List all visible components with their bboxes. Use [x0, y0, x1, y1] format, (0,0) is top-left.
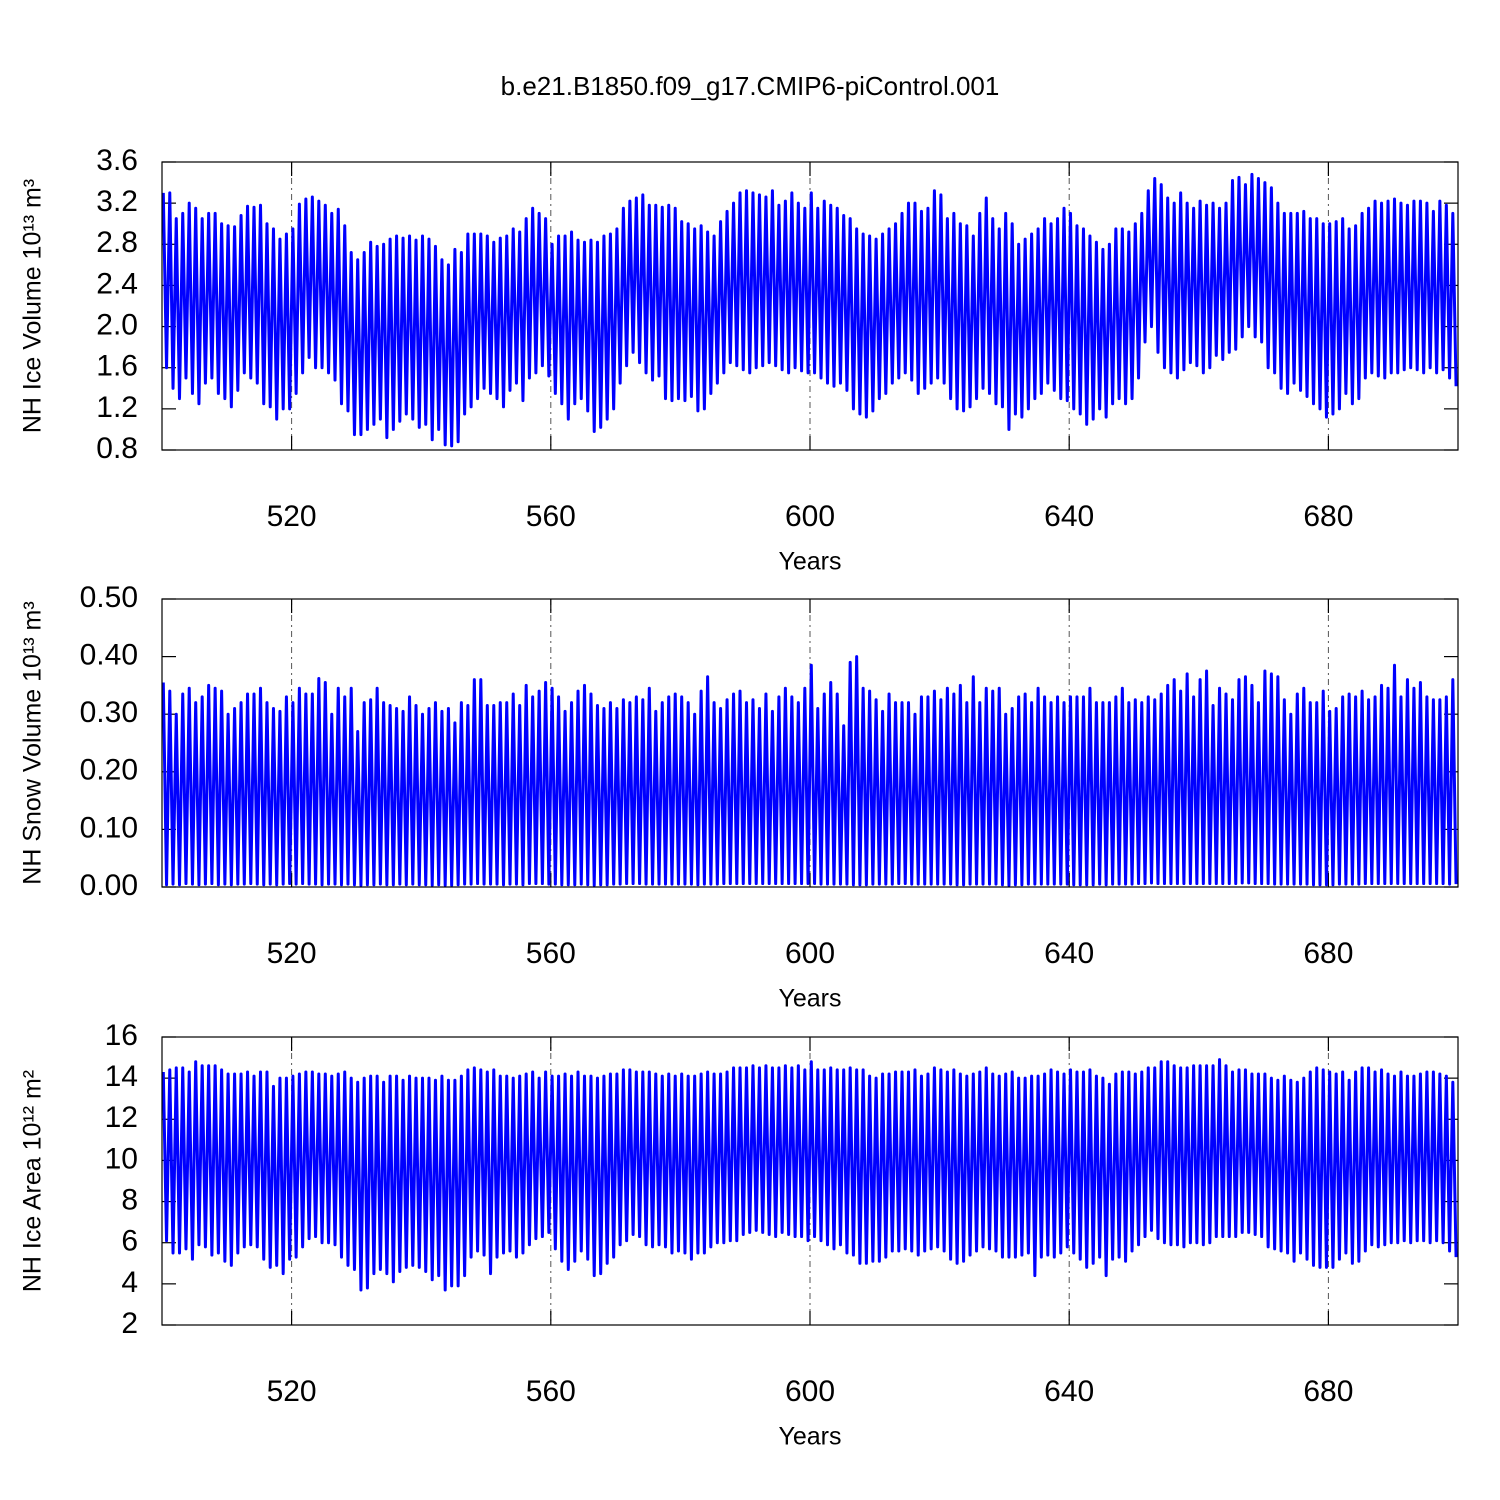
x-tick-label: 640	[1044, 500, 1094, 533]
y-tick-label: 16	[105, 1019, 138, 1052]
plot-frame	[161, 1036, 1459, 1326]
data-line	[161, 655, 1458, 887]
y-axis-title: NH Ice Volume 10¹³ m³	[19, 179, 47, 433]
y-tick-label: 0.40	[80, 639, 138, 672]
plot-frame	[161, 598, 1459, 888]
y-tick-label: 0.00	[80, 869, 138, 902]
x-tick-label: 680	[1303, 937, 1353, 970]
y-tick-label: 3.2	[96, 185, 138, 218]
y-tick-label: 0.8	[96, 432, 138, 465]
y-tick-label: 12	[105, 1101, 138, 1134]
y-tick-label: 10	[105, 1142, 138, 1175]
panel: 520 560 600 640 680 0.8 1.2 1.6 2.0 2.4 2.8 3.2 3.6 Y…	[19, 144, 1459, 576]
x-tick-label: 600	[785, 500, 835, 533]
y-tick-label: 0.30	[80, 696, 138, 729]
x-tick-label: 560	[526, 937, 576, 970]
x-tick-label: 600	[785, 937, 835, 970]
data-line	[161, 172, 1458, 448]
data-line	[161, 1058, 1458, 1292]
y-tick-label: 0.20	[80, 754, 138, 787]
x-tick-label: 520	[267, 1375, 317, 1408]
x-tick-label: 520	[267, 937, 317, 970]
x-tick-label: 600	[785, 1375, 835, 1408]
y-tick-label: 2.8	[96, 226, 138, 259]
x-tick-label: 680	[1303, 1375, 1353, 1408]
y-tick-label: 1.2	[96, 391, 138, 424]
x-axis-title: Years	[778, 985, 841, 1013]
x-axis-title: Years	[778, 1423, 841, 1451]
y-tick-label: 4	[121, 1266, 138, 1299]
x-tick-label: 680	[1303, 500, 1353, 533]
y-tick-label: 14	[105, 1060, 138, 1093]
y-tick-label: 6	[121, 1225, 138, 1258]
y-tick-label: 0.10	[80, 811, 138, 844]
y-tick-label: 8	[121, 1183, 138, 1216]
y-axis-title: NH Snow Volume 10¹³ m³	[19, 601, 47, 884]
panel: 520 560 600 640 680 0.00 0.10 0.20 0.30 0.40 0.50 Y…	[19, 581, 1459, 1013]
x-tick-label: 640	[1044, 1375, 1094, 1408]
x-tick-label: 560	[526, 1375, 576, 1408]
y-tick-label: 0.50	[80, 581, 138, 614]
plot-frame	[161, 161, 1459, 451]
y-tick-label: 2	[121, 1307, 138, 1340]
y-tick-label: 3.6	[96, 144, 138, 177]
y-axis-title: NH Ice Area 10¹² m²	[19, 1070, 47, 1292]
x-tick-label: 520	[267, 500, 317, 533]
panel: 520 560 600 640 680 2 4 6 8 10 12 14 16 Years NH Ice A…	[19, 1019, 1459, 1451]
y-tick-label: 2.4	[96, 267, 138, 300]
x-tick-label: 640	[1044, 937, 1094, 970]
x-axis-title: Years	[778, 548, 841, 576]
figure-title: b.e21.B1850.f09_g17.CMIP6-piControl.001	[501, 71, 1000, 101]
y-tick-label: 1.6	[96, 350, 138, 383]
y-tick-label: 2.0	[96, 308, 138, 341]
x-tick-label: 560	[526, 500, 576, 533]
